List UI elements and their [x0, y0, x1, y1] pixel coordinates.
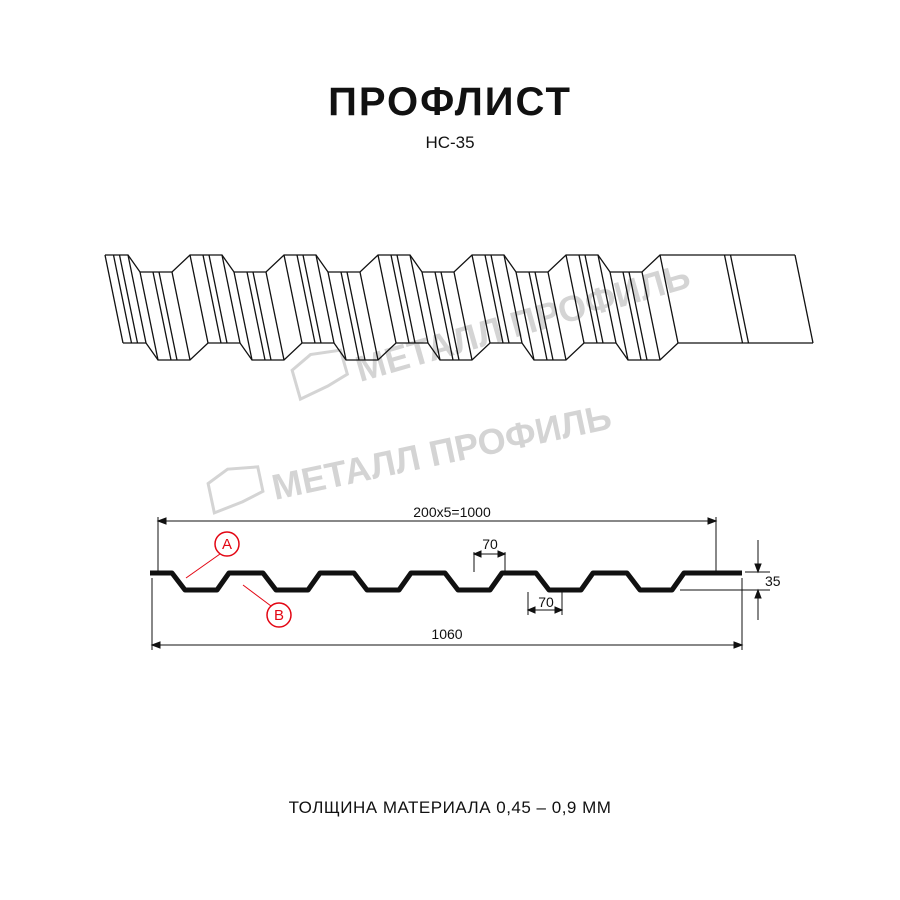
dim-bottom-width: 70 [538, 594, 554, 610]
sheet-fold-line [327, 271, 347, 361]
dim-top-width: 70 [482, 536, 498, 552]
cross-section: 200x5=1000 70 70 35 1060 A B [150, 504, 781, 650]
sheet-stiffener-line [534, 271, 554, 361]
sheet-fold-line [547, 271, 567, 361]
dim-cover-width: 200x5=1000 [413, 504, 491, 520]
sheet-fold-line [189, 254, 209, 344]
callout-b-circle [266, 602, 292, 628]
sheet-fold-line [265, 271, 285, 361]
sheet-3d-view [104, 254, 814, 361]
sheet-fold-line [609, 271, 629, 361]
sheet-back-edge [123, 342, 813, 361]
watermark-logo-icon [206, 465, 265, 515]
sheet-stiffener-line [434, 271, 454, 361]
sheet-stiffener-line [396, 254, 416, 344]
callout-a-leader [185, 553, 221, 579]
sheet-stiffener-line [484, 254, 504, 344]
sheet-fold-line [641, 271, 661, 361]
profile-line [150, 570, 742, 593]
sheet-stiffener-line [158, 271, 178, 361]
dim-full-width: 1060 [431, 626, 462, 642]
sheet-stiffener-line [252, 271, 272, 361]
sheet-stiffener-line [112, 254, 133, 344]
sheet-fold-line [283, 254, 303, 344]
sheet-fold-line [233, 271, 253, 361]
material-thickness: ТОЛЩИНА МАТЕРИАЛА 0,45 – 0,9 ММ [288, 798, 612, 817]
sheet-fold-line [221, 254, 241, 344]
sheet-fold-line [421, 271, 441, 361]
sheet-fold-line [565, 254, 585, 344]
sheet-fold-line [315, 254, 335, 344]
arrow-icon [526, 606, 564, 614]
arrow-icon [156, 517, 718, 525]
sheet-stiffener-line [578, 254, 598, 344]
sheet-fold-line [659, 254, 679, 344]
sheet-stiffener-line [296, 254, 316, 344]
sheet-fold-line [453, 271, 473, 361]
callout-a-circle [214, 531, 240, 557]
page-title: ПРОФЛИСТ [328, 80, 572, 124]
callout-b-leader [242, 584, 272, 607]
sheet-stiffener-line [346, 271, 366, 361]
sheet-stiffener-line [302, 254, 322, 344]
sheet-stiffener-line [584, 254, 604, 344]
sheet-stiffener-line [490, 254, 510, 344]
sheet-stiffener-line [622, 271, 642, 361]
sheet-fold-line [171, 271, 191, 361]
watermark-text: МЕТАЛЛ ПРОФИЛЬ [268, 396, 615, 508]
sheet-fold-line [409, 254, 429, 344]
sheet-stiffener-line [729, 254, 750, 344]
sheet-stiffener-line [440, 271, 460, 361]
sheet-fold-line [359, 271, 379, 361]
sheet-stiffener-line [208, 254, 228, 344]
sheet-fold-line [503, 254, 523, 344]
sheet-stiffener-line [202, 254, 222, 344]
sheet-stiffener-line [152, 271, 172, 361]
sheet-front-edge [105, 254, 795, 273]
sheet-fold-line [471, 254, 491, 344]
callout-b: B [274, 607, 284, 624]
sheet-stiffener-line [390, 254, 410, 344]
sheet-stiffener-line [246, 271, 266, 361]
dim-height: 35 [765, 573, 781, 589]
sheet-fold-line [377, 254, 397, 344]
sheet-stiffener-line [118, 254, 139, 344]
sheet-fold-line [127, 254, 147, 344]
watermark-logo-icon [290, 348, 350, 402]
sheet-fold-line [794, 254, 814, 344]
arrow-icon [472, 550, 507, 558]
model-name: НС-35 [425, 133, 475, 152]
arrow-icon [150, 641, 744, 649]
sheet-fold-line [139, 271, 159, 361]
callout-a: A [222, 536, 232, 553]
sheet-stiffener-line [723, 254, 744, 344]
arrow-icon [754, 563, 762, 599]
sheet-stiffener-line [528, 271, 548, 361]
sheet-stiffener-line [340, 271, 360, 361]
sheet-fold-line [597, 254, 617, 344]
sheet-stiffener-line [628, 271, 648, 361]
sheet-fold-line [515, 271, 535, 361]
watermark-bottom: МЕТАЛЛ ПРОФИЛЬ [206, 396, 615, 515]
sheet-fold-line [104, 254, 124, 344]
